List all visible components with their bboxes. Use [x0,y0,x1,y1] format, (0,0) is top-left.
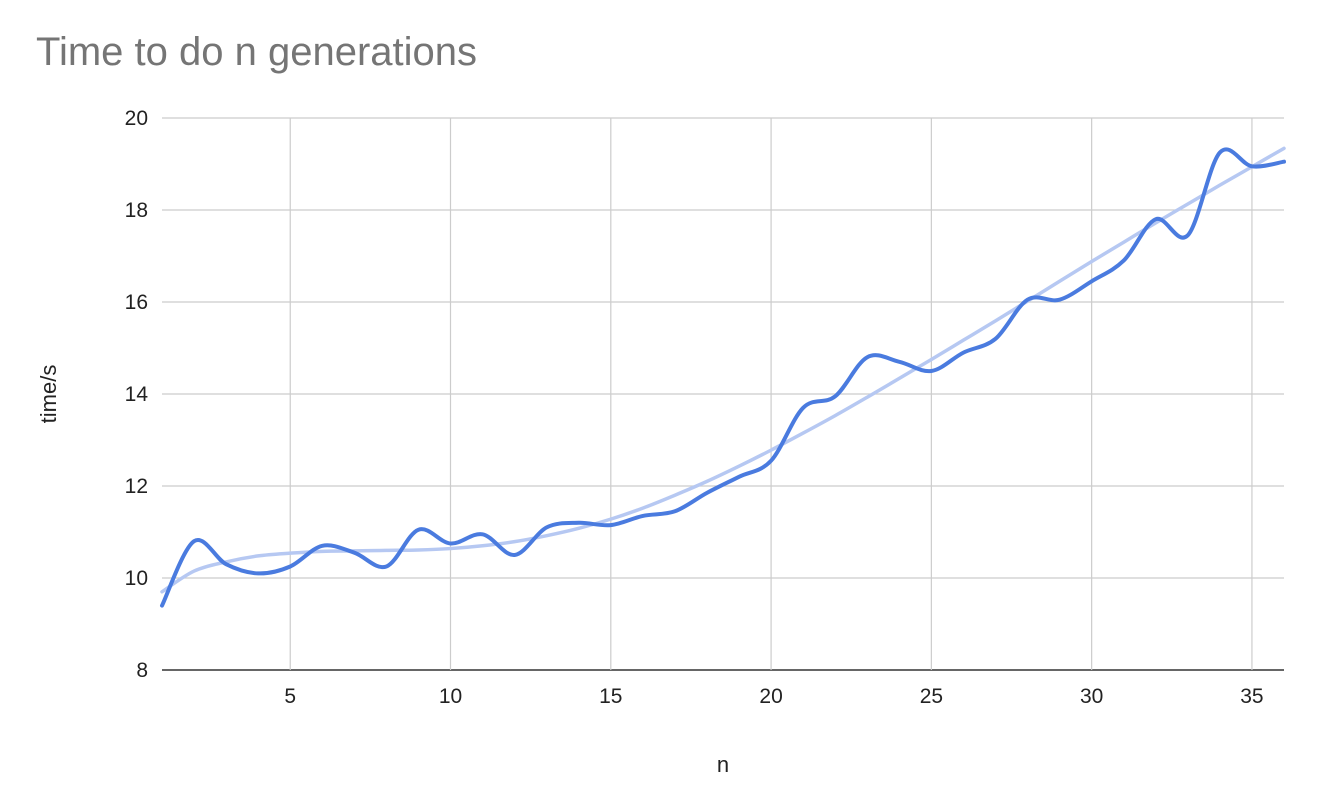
y-tick-label: 20 [125,107,148,130]
y-tick-label: 8 [136,659,148,682]
series-line [160,147,1286,608]
y-axis-title: time/s [36,365,61,424]
x-tick-label: 15 [599,685,622,708]
y-tick-label: 18 [125,199,148,222]
y-tick-label: 16 [125,291,148,314]
x-tick-label: 35 [1240,685,1263,708]
x-tick-label: 20 [759,685,782,708]
y-tick-label: 10 [125,567,148,590]
x-tick-label: 10 [439,685,462,708]
x-tick-label: 25 [920,685,943,708]
y-tick-label: 12 [125,475,148,498]
chart-title: Time to do n generations [36,30,477,74]
trendline [160,146,1286,594]
x-tick-label: 5 [284,685,296,708]
x-tick-label: 30 [1080,685,1103,708]
x-axis-title: n [717,752,729,777]
y-tick-label: 14 [125,383,149,406]
